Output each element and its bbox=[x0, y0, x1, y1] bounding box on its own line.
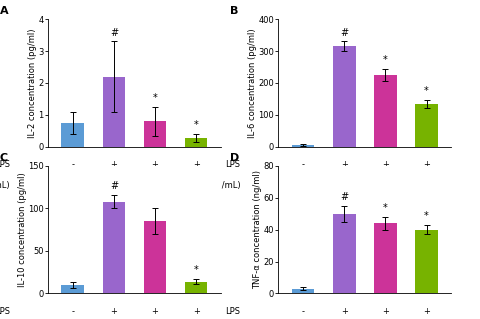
Bar bbox=[333, 46, 356, 147]
Text: CE (μg/mL): CE (μg/mL) bbox=[0, 181, 10, 189]
Text: #: # bbox=[110, 28, 118, 38]
Bar bbox=[415, 104, 438, 147]
Text: 420: 420 bbox=[377, 181, 393, 189]
Text: LPS: LPS bbox=[226, 160, 240, 169]
Text: +: + bbox=[382, 160, 389, 169]
Text: *: * bbox=[194, 120, 199, 130]
Bar bbox=[292, 145, 314, 147]
Text: LPS: LPS bbox=[0, 160, 10, 169]
Text: CE (μg/mL): CE (μg/mL) bbox=[194, 181, 240, 189]
Text: -: - bbox=[343, 181, 346, 189]
Text: -: - bbox=[301, 307, 305, 316]
Text: 700: 700 bbox=[188, 181, 204, 189]
Text: +: + bbox=[110, 160, 117, 169]
Text: *: * bbox=[383, 56, 388, 65]
Text: -: - bbox=[112, 181, 115, 189]
Bar bbox=[374, 223, 396, 293]
Text: 700: 700 bbox=[419, 181, 434, 189]
Text: #: # bbox=[110, 181, 118, 191]
Y-axis label: TNF-α concentration (ng/ml): TNF-α concentration (ng/ml) bbox=[253, 170, 262, 289]
Bar bbox=[103, 77, 125, 147]
Text: +: + bbox=[192, 160, 200, 169]
Text: +: + bbox=[423, 160, 430, 169]
Text: *: * bbox=[194, 265, 199, 275]
Y-axis label: IL-6 concentration (pg/ml): IL-6 concentration (pg/ml) bbox=[248, 28, 257, 138]
Bar bbox=[185, 282, 207, 293]
Text: +: + bbox=[341, 160, 348, 169]
Text: A: A bbox=[0, 6, 8, 16]
Bar bbox=[415, 230, 438, 293]
Bar bbox=[333, 214, 356, 293]
Bar bbox=[61, 285, 84, 293]
Text: *: * bbox=[383, 203, 388, 213]
Text: +: + bbox=[341, 307, 348, 316]
Text: -: - bbox=[71, 307, 74, 316]
Text: +: + bbox=[110, 307, 117, 316]
Text: C: C bbox=[0, 153, 8, 163]
Bar bbox=[292, 289, 314, 293]
Y-axis label: IL-10 concentration (pg/ml): IL-10 concentration (pg/ml) bbox=[18, 172, 27, 287]
Bar bbox=[185, 138, 207, 147]
Text: +: + bbox=[192, 307, 200, 316]
Text: 420: 420 bbox=[147, 181, 163, 189]
Bar bbox=[144, 221, 166, 293]
Text: +: + bbox=[382, 307, 389, 316]
Text: -: - bbox=[71, 160, 74, 169]
Text: LPS: LPS bbox=[226, 307, 240, 316]
Text: +: + bbox=[152, 307, 158, 316]
Text: +: + bbox=[423, 307, 430, 316]
Y-axis label: IL-2 concentration (pg/ml): IL-2 concentration (pg/ml) bbox=[28, 28, 37, 138]
Bar bbox=[103, 202, 125, 293]
Text: #: # bbox=[340, 192, 348, 202]
Bar bbox=[374, 75, 396, 147]
Text: LPS: LPS bbox=[0, 307, 10, 316]
Text: *: * bbox=[153, 93, 157, 103]
Bar bbox=[144, 121, 166, 147]
Text: -: - bbox=[301, 181, 305, 189]
Text: *: * bbox=[424, 86, 429, 96]
Text: -: - bbox=[71, 181, 74, 189]
Text: -: - bbox=[301, 160, 305, 169]
Text: +: + bbox=[152, 160, 158, 169]
Text: *: * bbox=[424, 211, 429, 221]
Bar bbox=[61, 123, 84, 147]
Text: #: # bbox=[340, 28, 348, 38]
Text: B: B bbox=[230, 6, 239, 16]
Text: D: D bbox=[230, 153, 239, 163]
